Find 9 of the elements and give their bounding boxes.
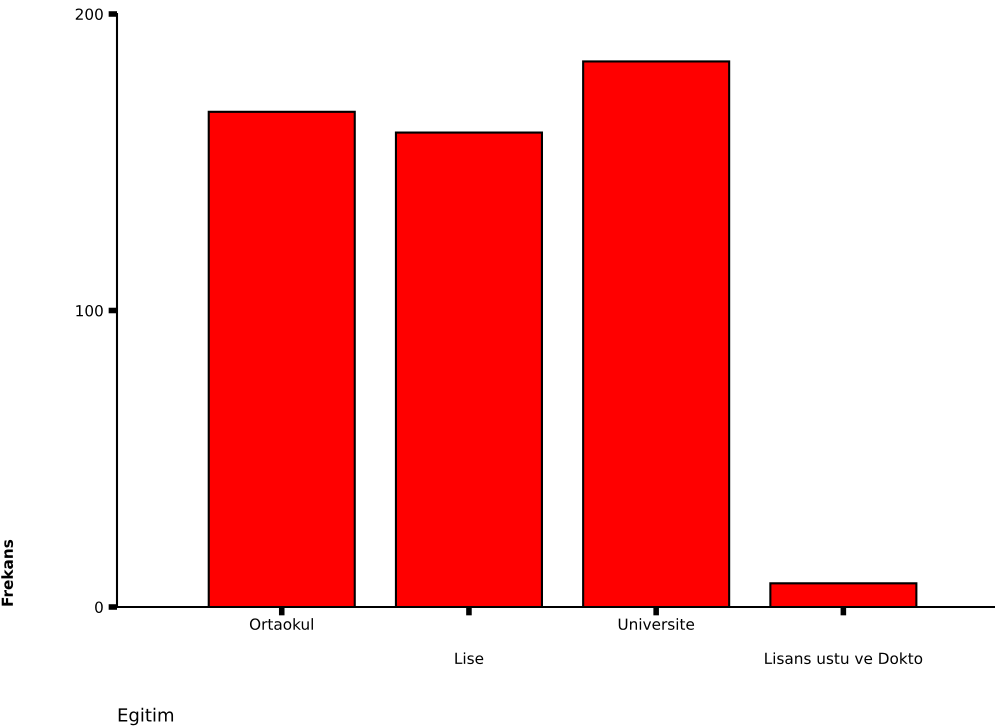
y-tick-label: 0	[95, 601, 103, 614]
y-axis-title: Frekans	[1, 540, 14, 606]
x-tick-label: Ortaokul	[250, 618, 313, 630]
x-tick-label: Universite	[618, 618, 694, 630]
y-tick-label: 200	[76, 8, 103, 20]
y-tick-label: 100	[76, 304, 103, 317]
x-tick-label: Lisans ustu ve Dokto	[765, 652, 922, 664]
x-axis-title: Egitim	[118, 708, 174, 726]
x-tick-label: Lise	[455, 652, 484, 664]
